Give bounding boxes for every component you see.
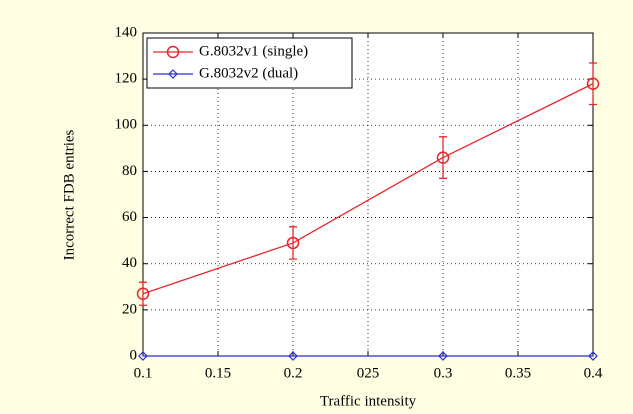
error-bar: [139, 281, 147, 306]
diamond-marker: [168, 69, 178, 79]
y-tick-label: 60: [122, 209, 137, 225]
x-axis-label: Traffic intensity: [320, 393, 417, 409]
y-axis-label: Incorrect FDB entries: [61, 129, 77, 260]
y-tick-label: 40: [122, 255, 137, 271]
x-tick-label: 0.3: [434, 365, 453, 381]
circle-marker: [136, 287, 150, 300]
circle-marker: [586, 77, 600, 91]
diamond-marker: [588, 351, 598, 361]
legend-label: G.8032v2 (dual): [199, 65, 298, 81]
x-tick-label: 0.1: [134, 365, 153, 381]
error-bar: [289, 226, 297, 260]
y-tick-label: 80: [122, 163, 137, 179]
circle-marker: [286, 236, 300, 250]
y-tick-label: 0: [130, 347, 138, 363]
circle-marker: [436, 151, 450, 164]
y-tick-label: 20: [122, 301, 137, 317]
x-tick-label: 0.15: [205, 365, 231, 381]
diamond-marker: [438, 351, 448, 361]
y-tick-label: 100: [115, 117, 138, 133]
legend-label: G.8032v1 (single): [199, 43, 308, 59]
diamond-marker: [288, 351, 298, 361]
x-tick-label: 0.4: [584, 365, 603, 381]
circle-marker: [166, 45, 180, 59]
error-bar: [589, 62, 597, 106]
legend-box: [146, 37, 353, 89]
x-tick-label: 0.35: [505, 365, 531, 381]
y-tick-label: 140: [115, 24, 138, 40]
series-line: [142, 83, 594, 295]
y-tick-label: 120: [115, 71, 138, 87]
error-bar: [439, 136, 447, 179]
x-tick-label: 0.2: [284, 365, 303, 381]
diamond-marker: [138, 351, 148, 361]
x-tick-label: 025: [357, 365, 380, 381]
